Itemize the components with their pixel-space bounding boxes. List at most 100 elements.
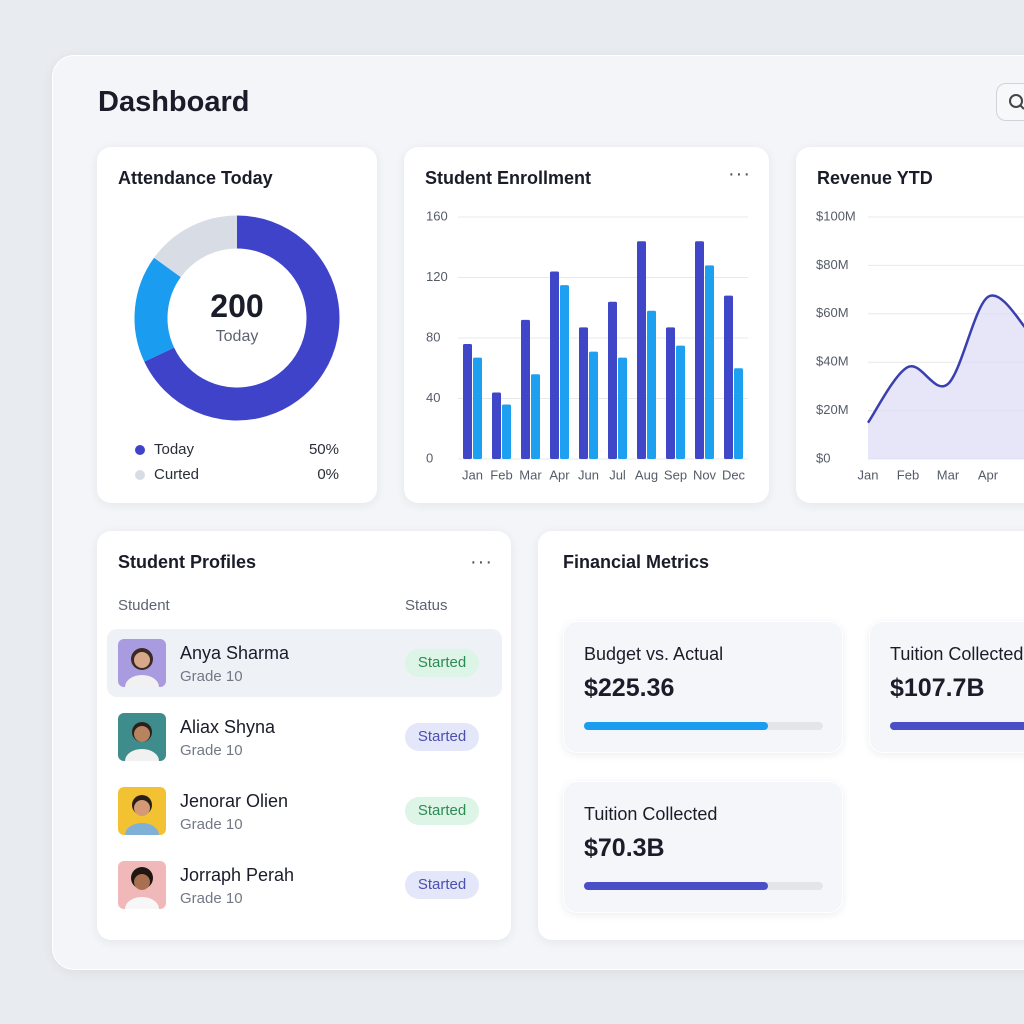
x-tick-label: Dec <box>722 467 746 482</box>
bar-chart: 0 40 80 120 160 Jan Feb Mar Apr Jun Jul Aug Sep Nov De… <box>426 208 748 482</box>
column-header: Status <box>405 597 448 614</box>
x-tick-label: Nov <box>693 467 717 482</box>
metric-label: Budget vs. Actual <box>584 644 724 664</box>
status-pill: Started <box>405 871 479 899</box>
metric-label: Tuition Collected <box>584 804 718 824</box>
bar <box>637 241 646 459</box>
metric-value: $225.36 <box>584 674 675 702</box>
status-pill: Started <box>405 797 479 825</box>
area <box>868 295 1024 459</box>
avatar <box>118 713 166 761</box>
bar <box>521 319 530 459</box>
bar <box>463 344 472 459</box>
revenue-card: Revenue YTD $0 $20M $40M $60M $80M $100M Jan Fe… <box>796 147 1024 503</box>
donut-segment <box>144 215 340 421</box>
x-tick-label: Apr <box>549 467 570 482</box>
card-title: Student Profiles <box>118 552 257 572</box>
profiles-card: Student Profiles ··· Student Status Anya… <box>97 531 511 940</box>
progress-fill <box>584 722 769 730</box>
student-grade: Grade 10 <box>180 668 243 685</box>
bar <box>734 368 743 459</box>
donut-chart: Today 50% Curted 0% <box>134 215 340 483</box>
status-pill: Started <box>405 649 479 677</box>
student-name: Anya Sharma <box>180 643 290 663</box>
student-grade: Grade 10 <box>180 742 243 759</box>
y-tick-label: $0 <box>816 450 830 465</box>
profile-row[interactable]: Jorraph Perah Grade 10 Started <box>107 851 502 919</box>
metric-card: Budget vs. Actual $225.36 <box>563 621 843 753</box>
attendance-card: Attendance Today Today 50% Curted 0% 200 To… <box>97 147 377 503</box>
donut-center-label: Today <box>215 328 259 345</box>
y-tick-label: 80 <box>426 329 440 344</box>
progress-track <box>584 882 823 890</box>
bar <box>560 285 569 459</box>
x-tick-label: Jul <box>609 467 626 482</box>
y-tick-label: 160 <box>426 208 448 223</box>
x-tick-label: Apr <box>978 467 999 482</box>
x-tick-label: Sep <box>664 467 687 482</box>
student-name: Jorraph Perah <box>180 865 295 885</box>
avatar <box>118 639 166 687</box>
x-tick-label: Mar <box>937 467 960 482</box>
y-tick-label: $40M <box>816 354 849 369</box>
status-pill: Started <box>405 723 479 751</box>
bar <box>589 351 598 459</box>
x-tick-label: Jun <box>578 467 599 482</box>
y-tick-label: 40 <box>426 390 440 405</box>
page-title: Dashboard <box>98 86 250 118</box>
more-menu[interactable]: ··· <box>728 163 751 185</box>
bar <box>473 357 482 459</box>
metric-card: Tuition Collected $107.7B <box>869 621 1024 753</box>
legend-dot <box>135 470 145 480</box>
legend-dot <box>135 445 145 455</box>
metric-card: Tuition Collected $70.3B <box>563 781 843 913</box>
search-icon <box>1009 94 1024 110</box>
y-tick-label: 120 <box>426 269 448 284</box>
x-tick-label: Jan <box>462 467 483 482</box>
y-tick-label: 0 <box>426 450 433 465</box>
y-tick-label: $80M <box>816 257 849 272</box>
x-tick-label: Feb <box>490 467 512 482</box>
bar <box>676 345 685 459</box>
x-tick-label: Aug <box>635 467 658 482</box>
bar <box>502 404 511 459</box>
metric-value: $107.7B <box>890 674 985 702</box>
more-menu[interactable]: ··· <box>470 551 493 573</box>
bar <box>492 392 501 459</box>
bar <box>608 301 617 459</box>
bar <box>531 374 540 459</box>
avatar <box>118 787 166 835</box>
metric-value: $70.3B <box>584 834 665 862</box>
student-grade: Grade 10 <box>180 816 243 833</box>
bar <box>724 295 733 459</box>
x-tick-label: Feb <box>897 467 919 482</box>
y-tick-label: $20M <box>816 402 849 417</box>
card-title: Attendance Today <box>118 168 273 188</box>
search-box[interactable] <box>996 83 1024 121</box>
card-title: Revenue YTD <box>817 168 933 188</box>
student-name: Aliax Shyna <box>180 717 276 737</box>
card-title: Student Enrollment <box>425 168 591 188</box>
legend-label: Today <box>154 441 195 458</box>
legend-value: 0% <box>317 466 339 483</box>
column-header: Student <box>118 597 170 614</box>
progress-fill <box>584 882 769 890</box>
legend-value: 50% <box>309 441 339 458</box>
profile-row[interactable]: Anya Sharma Grade 10 Started <box>107 629 502 697</box>
avatar <box>118 861 166 909</box>
bar <box>579 327 588 459</box>
enrollment-card: Student Enrollment ··· 0 40 80 120 160 Jan Feb… <box>404 147 769 503</box>
line <box>866 294 1024 424</box>
student-grade: Grade 10 <box>180 890 243 907</box>
profile-row[interactable]: Aliax Shyna Grade 10 Started <box>107 703 502 771</box>
line-chart: $0 $20M $40M $60M $80M $100M Jan Feb Mar Apr <box>816 208 1024 482</box>
metric-label: Tuition Collected <box>890 644 1024 664</box>
bar <box>695 241 704 459</box>
progress-track <box>584 722 823 730</box>
donut-center-value: 200 <box>210 288 264 324</box>
bar <box>666 327 675 459</box>
profile-row[interactable]: Jenorar Olien Grade 10 Started <box>107 777 502 845</box>
progress-track <box>890 722 1024 730</box>
bar <box>705 265 714 459</box>
